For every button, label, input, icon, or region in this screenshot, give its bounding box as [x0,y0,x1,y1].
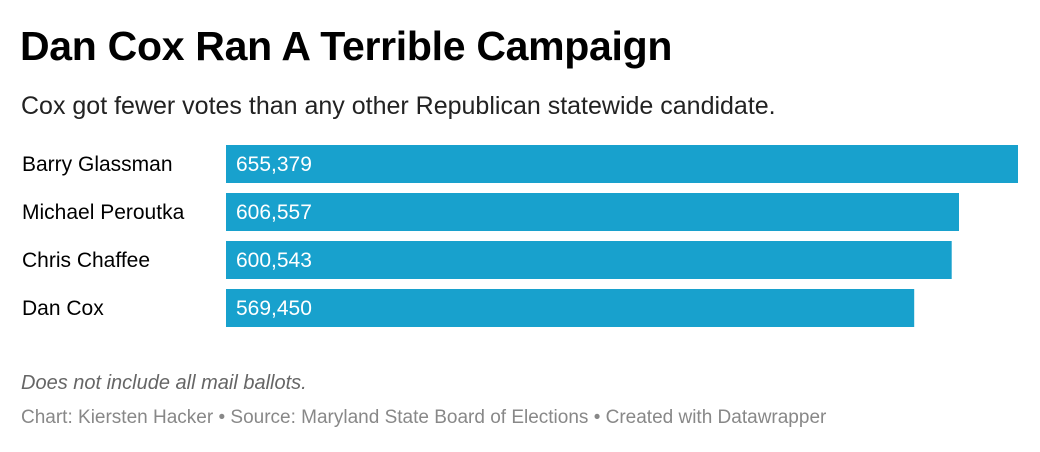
bar-value-label: 606,557 [236,201,312,224]
chart-subtitle: Cox got fewer votes than any other Repub… [21,92,776,120]
bar [226,193,959,231]
bar [226,289,915,327]
category-label: Chris Chaffee [22,249,150,272]
category-label: Michael Peroutka [22,201,185,224]
category-label: Dan Cox [22,297,104,320]
bar-value-label: 655,379 [236,153,312,176]
bar [226,145,1018,183]
bar-value-label: 600,543 [236,249,312,272]
bar-value-label: 569,450 [236,297,312,320]
chart-credits: Chart: Kiersten Hacker • Source: Marylan… [21,407,827,428]
category-label: Barry Glassman [22,153,173,176]
chart-title: Dan Cox Ran A Terrible Campaign [20,23,673,69]
bar [226,241,952,279]
footnote: Does not include all mail ballots. [21,372,307,394]
